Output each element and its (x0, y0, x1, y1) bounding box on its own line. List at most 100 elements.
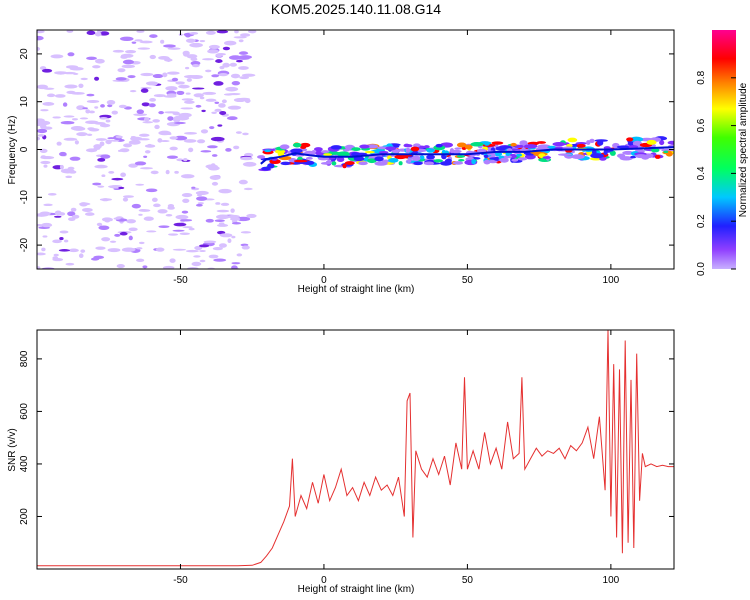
noise-blob (238, 179, 248, 185)
noise-blob (50, 54, 64, 59)
noise-blob (128, 140, 141, 145)
noise-blob (95, 58, 105, 64)
ridge-blob (269, 159, 281, 165)
noise-blob (184, 75, 198, 79)
ridge-blob (616, 145, 631, 149)
noise-blob (136, 247, 143, 250)
noise-blob (166, 155, 179, 159)
noise-blob (230, 217, 241, 221)
noise-blob (192, 64, 200, 68)
noise-blob (205, 69, 212, 73)
snr-panel: -50 0 50 100 200 400 600 800 Height of straigh… (7, 329, 675, 595)
noise-blob (183, 139, 197, 143)
noise-blob (185, 38, 196, 43)
noise-blob (143, 216, 154, 221)
noise-blob (231, 265, 238, 269)
ridge-blob (542, 156, 552, 159)
noise-blob (141, 102, 150, 107)
noise-blob (152, 74, 164, 79)
noise-blob (71, 118, 78, 121)
ridge-blob (665, 151, 673, 157)
ridge-blob (603, 149, 608, 155)
ridge-blob (630, 155, 637, 159)
noise-blob (119, 231, 128, 236)
ridge-blob (426, 154, 435, 160)
ridge-blob (576, 143, 586, 148)
noise-blob (225, 147, 232, 152)
spectrogram-y-label: Frequency (Hz) (7, 116, 18, 185)
noise-blob (238, 51, 249, 55)
noise-blob (242, 161, 257, 167)
spectrogram-panel: -50 0 50 100 -20 -10 0 10 20 Height of straight… (7, 29, 675, 295)
noise-blob (93, 144, 102, 149)
noise-blob (38, 120, 51, 126)
x-tick-label: -50 (173, 275, 188, 286)
y-tick-label: -20 (19, 237, 30, 252)
noise-blob (239, 76, 250, 80)
ridge-blob (413, 161, 423, 166)
noise-blob (163, 44, 176, 48)
noise-blob (60, 168, 75, 174)
noise-blob (219, 110, 227, 115)
ridge-blob (646, 139, 657, 145)
noise-blob (196, 194, 202, 197)
noise-blob (218, 103, 226, 108)
colorbar: 0.0 0.2 0.4 0.6 0.8 Normalized spectral ampl… (696, 30, 749, 276)
noise-blob (122, 195, 134, 198)
noise-blob (195, 104, 202, 108)
noise-blob (183, 158, 188, 162)
noise-blob (208, 254, 219, 259)
noise-blob (153, 203, 161, 208)
noise-blob (86, 93, 95, 97)
noise-blob (98, 225, 110, 231)
ridge-blob (511, 158, 519, 162)
noise-blob (56, 71, 65, 75)
noise-blob (40, 155, 55, 160)
ridge-blob (617, 153, 626, 158)
ridge-blob (503, 155, 512, 159)
noise-blob (215, 53, 223, 58)
noise-blob (203, 240, 217, 244)
noise-blob (97, 157, 106, 162)
noise-blob (209, 126, 215, 130)
ridge-blob (667, 140, 674, 145)
noise-blob (181, 192, 193, 198)
x-tick-label: 50 (462, 275, 474, 286)
noise-blob (212, 175, 219, 178)
ridge-blob (488, 159, 498, 164)
noise-blob (162, 265, 175, 269)
noise-blob (53, 253, 59, 257)
noise-blob (248, 30, 257, 34)
noise-blob (72, 126, 86, 131)
noise-blob (181, 210, 189, 214)
noise-blob (233, 98, 247, 103)
noise-blob (185, 92, 191, 95)
noise-blob (199, 39, 206, 43)
ridge-blob (517, 157, 528, 161)
noise-blob (47, 193, 57, 196)
noise-blob (230, 208, 235, 213)
ridge-blob (470, 142, 484, 147)
ridge-blob (586, 140, 591, 145)
noise-blob (186, 54, 198, 59)
noise-blob (111, 110, 118, 115)
noise-blob (194, 245, 203, 251)
noise-blob (166, 93, 177, 97)
ridge-blob (300, 145, 307, 150)
noise-blob (222, 62, 230, 68)
noise-blob (119, 36, 134, 41)
noise-blob (211, 154, 218, 157)
noise-blob (122, 59, 135, 65)
ridge-blob (292, 142, 302, 148)
noise-blob (211, 181, 219, 186)
noise-blob (100, 154, 111, 159)
noise-blob (101, 217, 113, 222)
noise-blob (157, 138, 163, 143)
noise-blob (40, 109, 49, 112)
noise-blob (115, 135, 123, 139)
noise-blob (180, 174, 195, 179)
noise-blob (112, 49, 125, 53)
noise-blob (168, 233, 179, 236)
noise-blob (121, 247, 136, 252)
ridge-blob (575, 141, 588, 145)
